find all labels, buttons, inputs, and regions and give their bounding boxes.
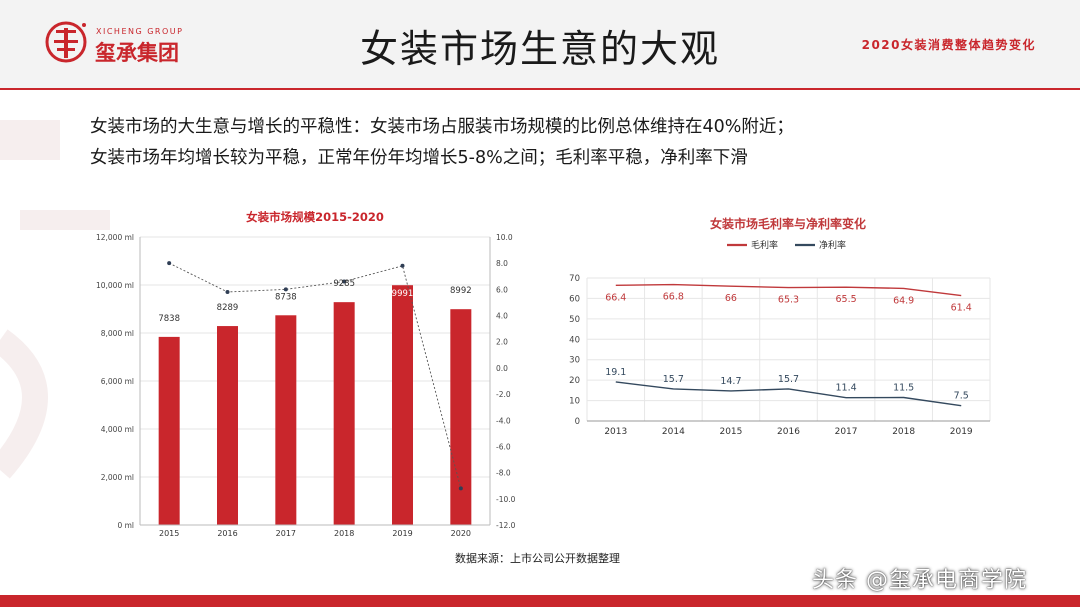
chart1-right-tick: 4.0: [496, 312, 508, 321]
chart1-bar-label: 7838: [158, 314, 180, 324]
chart2-data-label: 7.5: [954, 391, 969, 402]
chart2-data-label: 64.9: [893, 295, 914, 306]
chart1-bar: [333, 302, 355, 525]
watermark: 头条 @玺承电商学院: [812, 568, 1027, 593]
chart1-growth-point: [400, 263, 405, 268]
chart1-right-tick: -4.0: [496, 416, 511, 425]
chart1-growth-point: [167, 261, 172, 266]
xicheng-logo: [45, 21, 87, 63]
chart1-bar: [275, 315, 297, 525]
chart1-bar-label: 9991: [392, 289, 414, 299]
description: 女装市场的大生意与增长的平稳性：女装市场占服装市场规模的比例总体维持在40%附近…: [90, 112, 1040, 174]
description-line-1: 女装市场的大生意与增长的平稳性：女装市场占服装市场规模的比例总体维持在40%附近…: [90, 117, 794, 137]
chart1-bar: [217, 326, 238, 525]
chart2-y-tick: 30: [569, 356, 580, 366]
logo-chinese-text: 玺承集团: [95, 41, 179, 65]
chart2-series-line: [615, 283, 962, 297]
chart2-y-tick: 40: [569, 335, 580, 345]
chart2-data-label: 11.4: [835, 383, 856, 394]
chart1-x-tick: 2016: [217, 529, 237, 538]
chart1-left-tick: 6,000 ml: [101, 377, 134, 386]
chart1-bar: [392, 285, 413, 525]
chart1-left-tick: 10,000 ml: [96, 281, 134, 290]
header-subtitle: 2020女装消费整体趋势变化: [861, 38, 1036, 52]
chart1-x-tick: 2019: [392, 529, 412, 538]
chart2-data-label: 66.4: [605, 292, 626, 303]
chart1-right-tick: 10.0: [496, 233, 513, 242]
chart2-data-label: 66: [725, 293, 737, 304]
chart2-data-label: 15.7: [778, 374, 799, 385]
chart2-data-label: 65.5: [835, 294, 856, 305]
chart1-left-tick: 2,000 ml: [101, 473, 134, 482]
chart1-bar: [450, 309, 472, 525]
chart1-left-tick: 12,000 ml: [96, 233, 134, 242]
chart2-data-label: 11.5: [893, 383, 914, 394]
chart1-x-tick: 2020: [451, 529, 471, 538]
chart2-y-tick: 50: [569, 315, 580, 325]
chart1-right-tick: 0.0: [496, 364, 508, 373]
chart1-bar: [158, 336, 180, 525]
chart2-x-tick: 2013: [604, 427, 627, 437]
chart2-y-tick: 70: [569, 274, 580, 284]
chart1-bar-label: 9285: [333, 279, 355, 289]
chart2-y-tick: 60: [569, 294, 580, 304]
chart2-x-tick: 2016: [777, 427, 800, 437]
chart1-bar-label: 8738: [275, 292, 297, 302]
chart2-data-label: 61.4: [951, 303, 972, 314]
chart2-title: 女装市场毛利率与净利率变化: [710, 216, 866, 231]
chart2-legend-label: 净利率: [819, 239, 846, 251]
background-decoration: [0, 120, 110, 479]
chart1-x-tick: 2018: [334, 529, 354, 538]
chart1-growth-line: [168, 262, 462, 489]
chart1-bar-label: 8992: [450, 286, 472, 296]
chart1-x-tick: 2015: [159, 529, 179, 538]
chart1-right-tick: 6.0: [496, 285, 508, 294]
chart1-right-tick: -6.0: [496, 442, 511, 451]
chart2-data-label: 66.8: [663, 292, 684, 303]
chart1-left-tick: 4,000 ml: [101, 425, 134, 434]
chart2-data-label: 14.7: [720, 376, 741, 387]
chart2-x-tick: 2017: [835, 427, 858, 437]
chart2-y-tick: 20: [569, 376, 580, 386]
chart1-x-tick: 2017: [276, 529, 296, 538]
market-size-chart: 女装市场规模2015-2020 7838 8289 8738 9285 9991 8992…: [96, 210, 516, 538]
chart1-right-tick: -2.0: [496, 390, 511, 399]
chart1-growth-point: [283, 287, 288, 292]
chart1-growth-point: [342, 279, 347, 284]
chart1-right-tick: -12.0: [496, 521, 516, 530]
chart2-y-tick: 10: [569, 397, 580, 407]
chart1-left-tick: 8,000 ml: [101, 329, 134, 338]
description-line-2: 女装市场年均增长较为平稳，正常年份年均增长5-8%之间；毛利率平稳，净利率下滑: [90, 148, 748, 168]
chart1-bar-label: 8289: [217, 303, 239, 313]
footer-bar: [0, 595, 1080, 607]
chart1-right-tick: 8.0: [496, 259, 508, 268]
chart2-series-line: [615, 381, 962, 407]
chart2-x-tick: 2015: [719, 427, 742, 437]
chart2-data-label: 65.3: [778, 295, 799, 306]
chart2-data-label: 15.7: [663, 374, 684, 385]
chart1-growth-point: [458, 486, 463, 491]
chart2-x-tick: 2018: [892, 427, 915, 437]
chart2-data-label: 19.1: [605, 367, 626, 378]
chart1-title: 女装市场规模2015-2020: [246, 210, 384, 224]
margin-chart: 女装市场毛利率与净利率变化 毛利率 净利率 66.4 66.8 66 65.3 65.5 6…: [569, 216, 991, 437]
chart2-legend-label: 毛利率: [751, 239, 778, 251]
page-title: 女装市场生意的大观: [359, 27, 720, 71]
chart1-right-tick: 2.0: [496, 338, 508, 347]
chart2-y-tick: 0: [575, 417, 580, 427]
data-source: 数据来源：上市公司公开数据整理: [455, 552, 620, 565]
chart2-x-tick: 2019: [950, 427, 973, 437]
header-bar: XICHENG GROUP 玺承集团 女装市场生意的大观 2020女装消费整体趋…: [0, 0, 1080, 90]
logo-english-text: XICHENG GROUP: [96, 27, 184, 36]
chart1-left-tick: 0 ml: [117, 521, 134, 530]
chart1-right-tick: -10.0: [496, 495, 516, 504]
chart2-x-tick: 2014: [662, 427, 685, 437]
chart1-right-tick: -8.0: [496, 469, 511, 478]
chart1-growth-point: [225, 289, 230, 294]
